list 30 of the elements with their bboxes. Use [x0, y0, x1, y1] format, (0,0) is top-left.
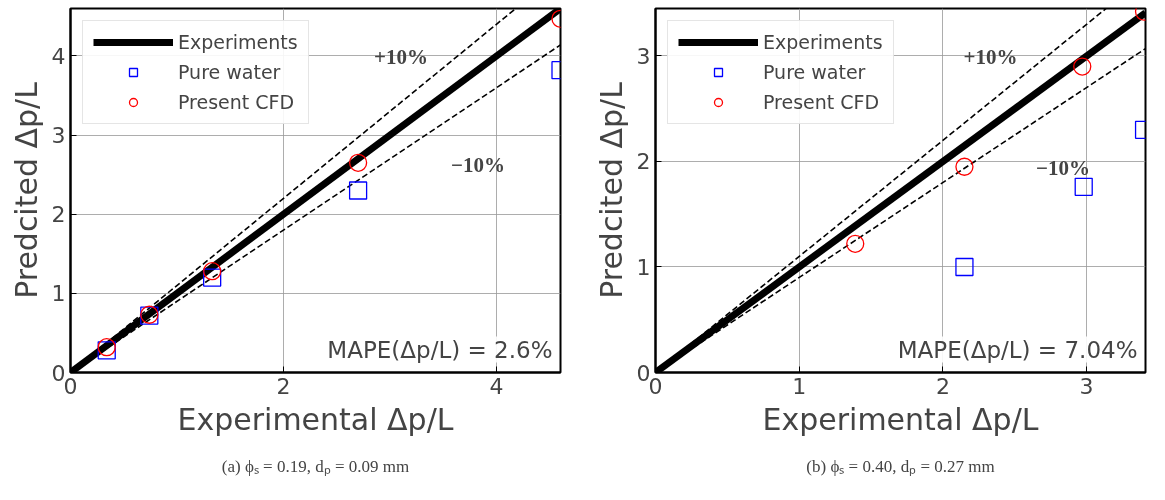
y-tick-label: 3 [636, 43, 651, 69]
y-axis-title: Predcited Δp/L [593, 81, 629, 299]
x-tick-label: 2 [935, 373, 950, 399]
legend-label: Present CFD [178, 91, 295, 113]
x-tick-label: 1 [792, 373, 807, 399]
annotation: −10% [451, 152, 505, 177]
annotation: +10% [373, 45, 428, 70]
annotation: −10% [1036, 155, 1090, 180]
x-axis-title: Experimental Δp/L [762, 401, 1039, 437]
x-tick-label: 4 [489, 373, 504, 399]
y-tick-label: 2 [51, 202, 66, 228]
annotation: MAPE(Δp/L) = 7.04% [897, 336, 1138, 363]
annotation: MAPE(Δp/L) = 2.6% [327, 336, 553, 363]
annotation: +10% [963, 45, 1018, 70]
legend-label: Present CFD [763, 91, 880, 113]
legend-label: Experiments [178, 31, 298, 53]
y-tick-label: 2 [636, 149, 651, 175]
y-tick-label: 3 [51, 123, 66, 149]
x-tick-label: 2 [276, 373, 291, 399]
y-tick-label: 4 [51, 43, 66, 69]
y-tick-label: 1 [636, 254, 651, 280]
legend-label: Pure water [178, 61, 281, 83]
legend-label: Pure water [763, 61, 866, 83]
text: (a) ϕₛ = 0.19, dₚ = 0.09 mm [221, 456, 410, 477]
y-tick-label: 1 [51, 281, 66, 307]
x-axis-title: Experimental Δp/L [177, 401, 454, 437]
legend-label: Experiments [763, 31, 883, 53]
x-tick-label: 3 [1079, 373, 1094, 399]
text: (b) ϕₛ = 0.40, dₚ = 0.27 mm [806, 456, 995, 477]
y-axis-title: Predcited Δp/L [8, 81, 44, 299]
